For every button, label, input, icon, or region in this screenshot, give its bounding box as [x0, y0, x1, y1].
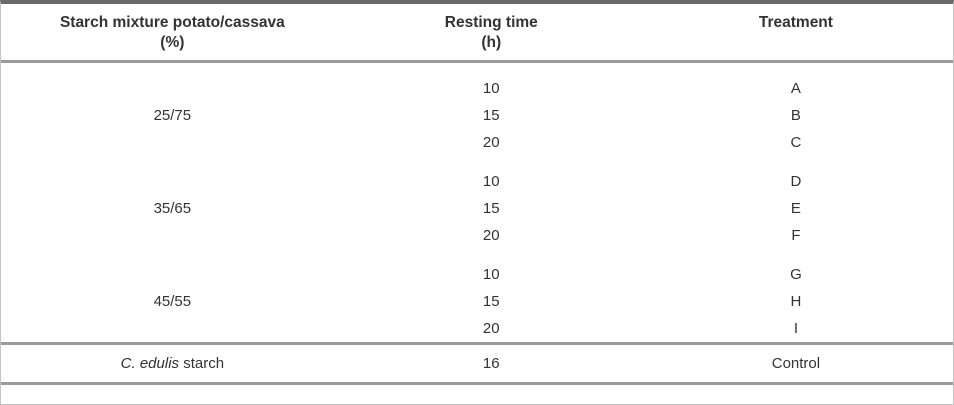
resting-time-cell: 15	[482, 293, 500, 310]
treatment-cell: A	[790, 80, 801, 97]
header-treatment-line1: Treatment	[758, 14, 833, 31]
treatment-cell: I	[793, 320, 798, 337]
table-row: 25/75 10 A	[1, 62, 953, 124]
table-row: 15 H	[1, 288, 953, 315]
resting-time-cell: 10	[482, 80, 500, 97]
treatment-cell: B	[790, 107, 801, 124]
table-row: 20 I	[1, 315, 953, 344]
species-name-suffix: starch	[179, 355, 225, 372]
control-row: C. edulis starch 16 Control	[1, 342, 953, 385]
header-resting-time-line1: Resting time	[444, 14, 538, 31]
mixture-cell: 25/75	[153, 107, 192, 124]
treatment-cell: G	[790, 266, 802, 283]
table-row: 20 F	[1, 222, 953, 249]
treatment-cell: D	[790, 173, 802, 190]
resting-time-cell: 15	[482, 107, 500, 124]
resting-time-cell: 15	[482, 200, 500, 217]
resting-time-cell: 20	[482, 134, 500, 151]
resting-time-cell: 10	[482, 173, 500, 190]
treatment-cell: C	[790, 134, 802, 151]
header-starch-mixture: Starch mixture potato/cassava (%)	[1, 4, 344, 63]
table-row: 20 C	[1, 129, 953, 156]
resting-time-cell: 10	[482, 266, 500, 283]
header-resting-time-line2: (h)	[481, 34, 502, 51]
resting-time-cell: 20	[482, 227, 500, 244]
header-starch-mixture-line1: Starch mixture potato/cassava	[59, 14, 285, 31]
header-resting-time: Resting time (h)	[343, 4, 639, 63]
treatments-table: Starch mixture potato/cassava (%) Restin…	[1, 4, 953, 385]
table-row: 15 B	[1, 102, 953, 129]
treatment-cell: H	[790, 293, 802, 310]
table-header: Starch mixture potato/cassava (%) Restin…	[1, 4, 953, 63]
species-name: C. edulis	[120, 355, 180, 372]
resting-time-cell: 16	[343, 342, 639, 385]
control-label-cell: C. edulis starch	[1, 342, 344, 385]
treatment-cell: E	[790, 200, 801, 217]
table-row: 15 E	[1, 195, 953, 222]
table-body: 25/75 10 A 15 B 20 C 35/65 10 D 15 E	[1, 62, 953, 385]
mixture-cell: 45/55	[153, 293, 192, 310]
header-starch-mixture-line2: (%)	[160, 34, 185, 51]
table-row: 45/55 10 G	[1, 249, 953, 310]
resting-time-cell: 20	[482, 320, 500, 337]
header-treatment: Treatment	[638, 4, 953, 63]
treatment-cell: F	[791, 227, 801, 244]
treatment-cell: Control	[638, 342, 953, 385]
mixture-cell: 35/65	[153, 200, 192, 217]
header-row: Starch mixture potato/cassava (%) Restin…	[1, 4, 953, 63]
table-row: 35/65 10 D	[1, 156, 953, 217]
